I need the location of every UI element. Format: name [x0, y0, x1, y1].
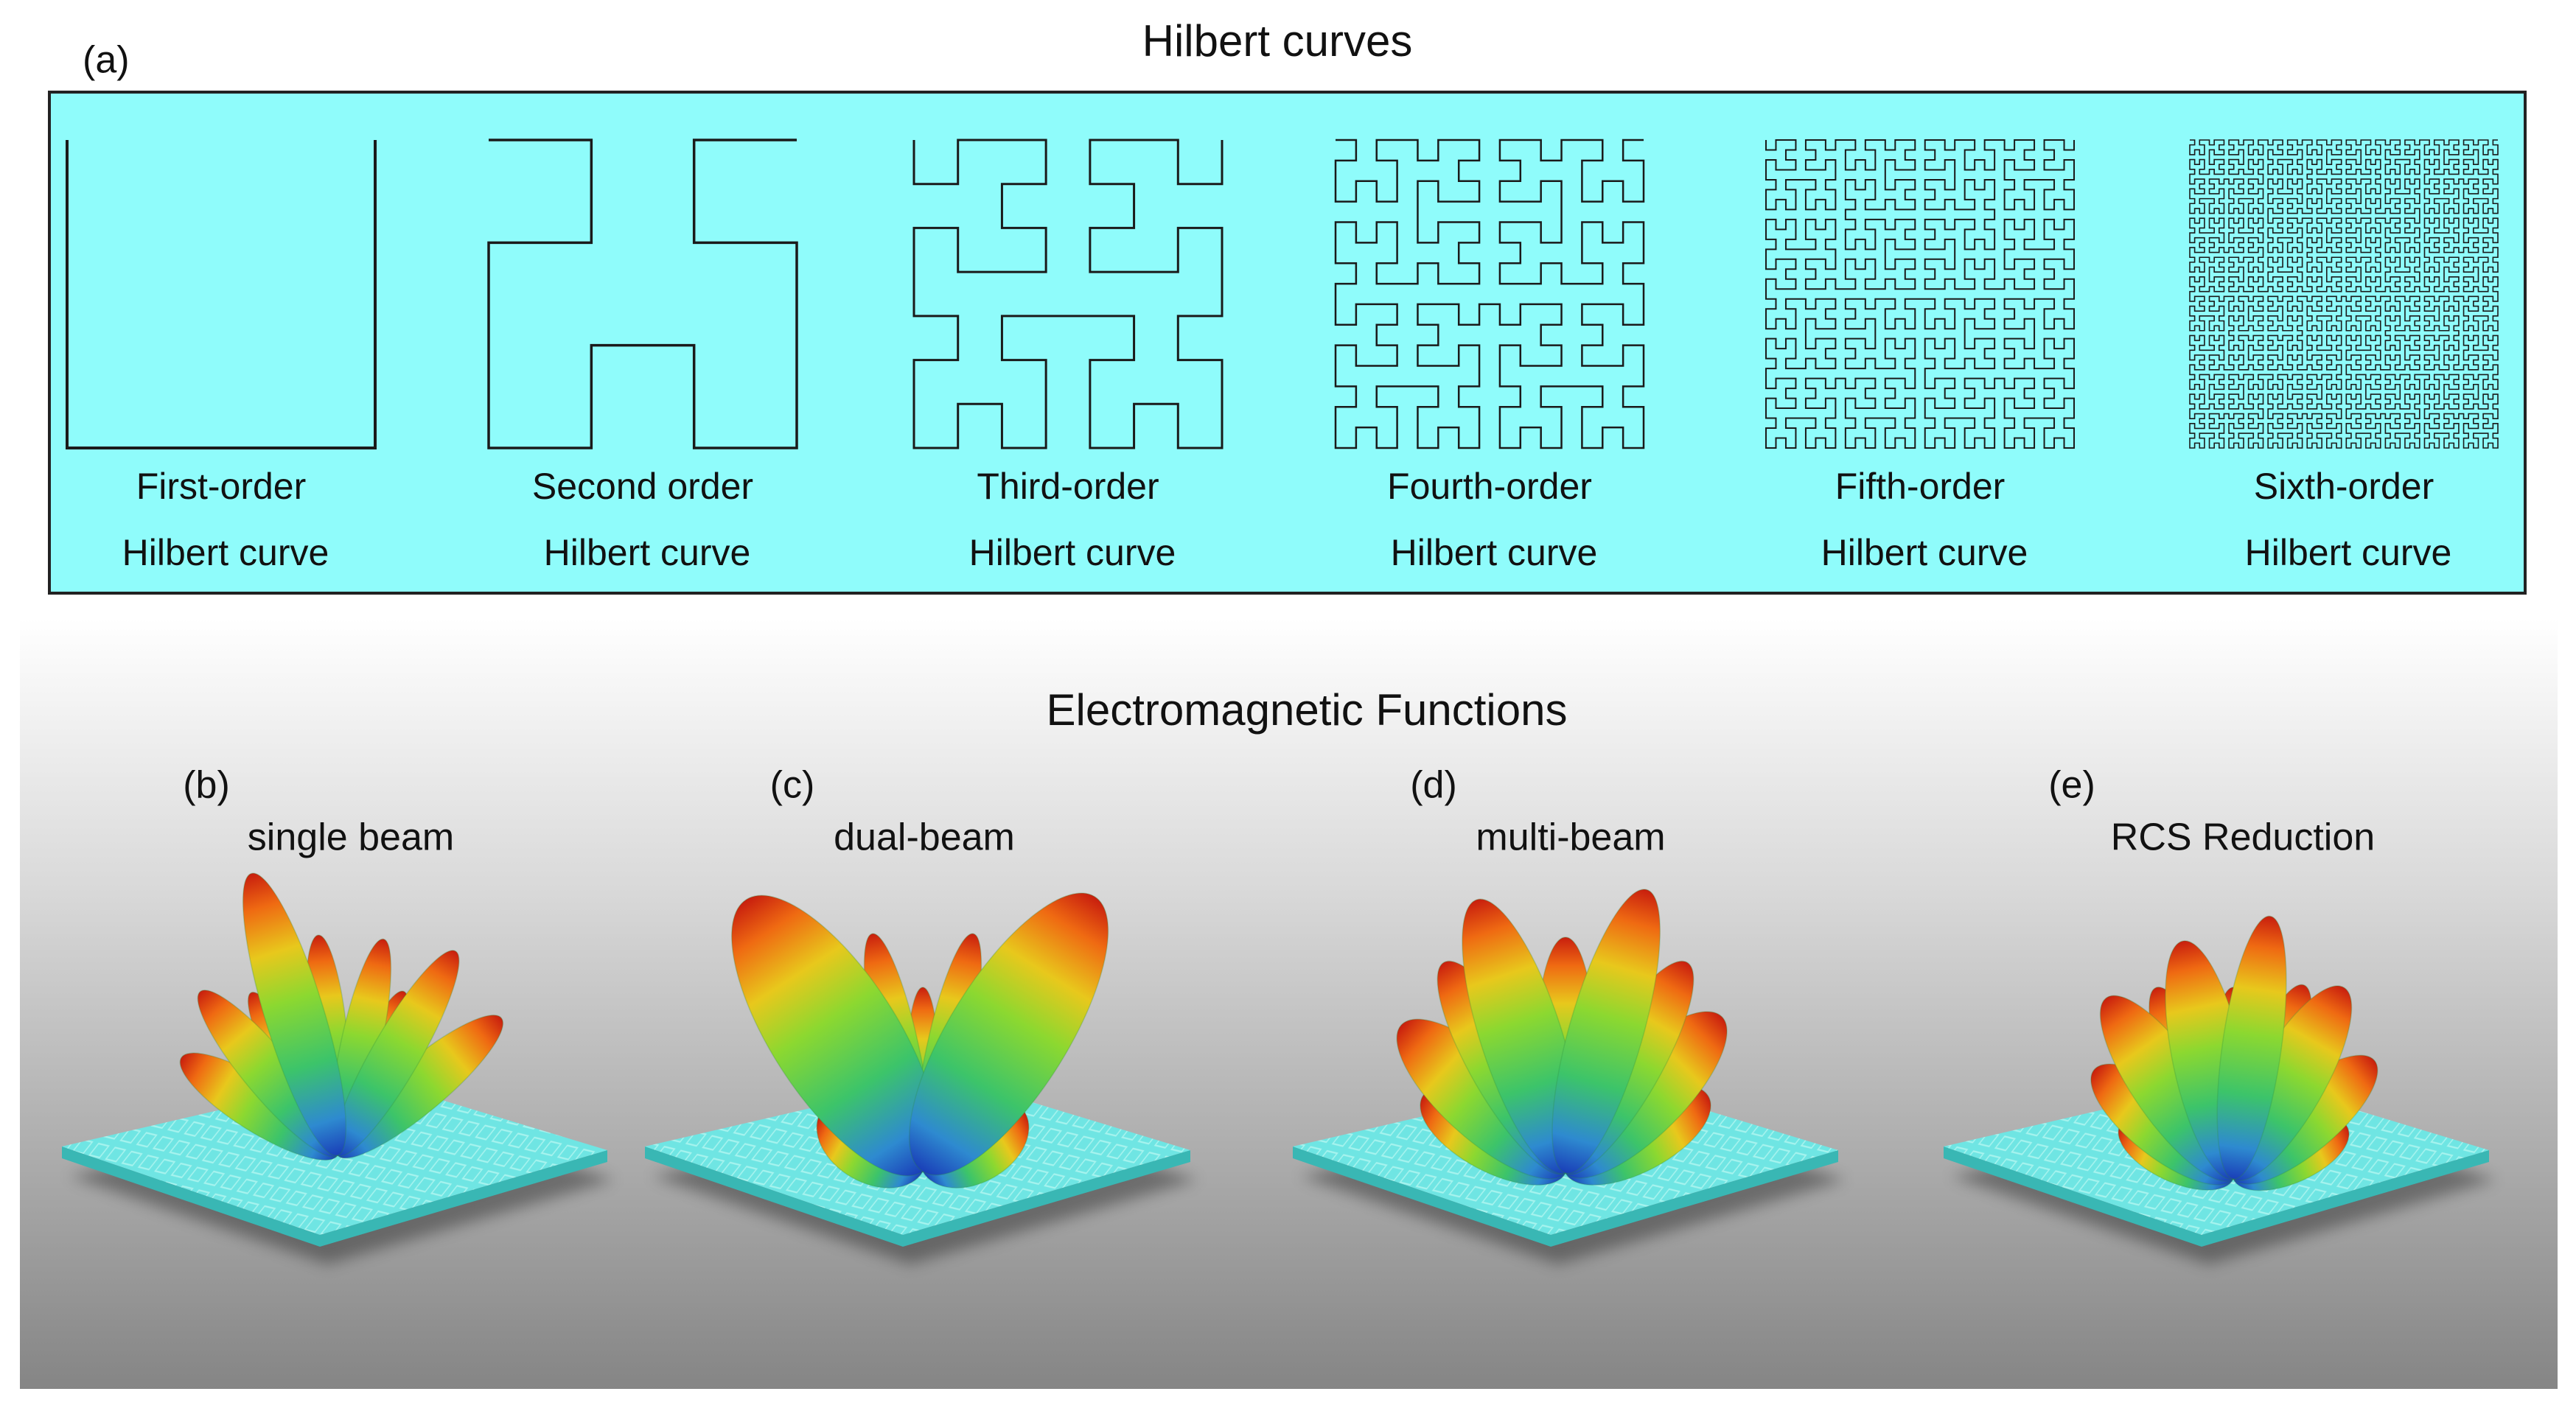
- curve-label: Hilbert curve: [122, 532, 329, 573]
- section-title: Electromagnetic Functions: [1047, 685, 1568, 735]
- hilbert-curve: [66, 140, 377, 449]
- curves-box: [48, 91, 2527, 595]
- hilbert-curve: [912, 139, 1224, 449]
- radiation-pattern: [645, 892, 1198, 1264]
- panel-caption: RCS Reduction: [2111, 816, 2375, 859]
- curve-label: Fourth-order: [1387, 466, 1592, 507]
- curve-label: Hilbert curve: [1391, 532, 1598, 573]
- hilbert-curves: First-order Hilbert curve Second order Hilb…: [66, 139, 2499, 573]
- panel-label: (a): [83, 39, 130, 82]
- panel-caption: single beam: [248, 816, 454, 859]
- lobe: [1551, 889, 1661, 1174]
- hilbert-curve: [2189, 139, 2499, 449]
- curve-label: Hilbert curve: [2245, 532, 2452, 573]
- hilbert-curve: [1334, 139, 1645, 449]
- panel-label: (c): [770, 764, 815, 807]
- lobe: [2216, 915, 2287, 1180]
- em-panels: (b) single beam (c) dual-beam (d) multi-beam (…: [62, 764, 2496, 1264]
- curve-label: Sixth-order: [2254, 466, 2434, 507]
- lobe: [908, 892, 1109, 1176]
- radiation-pattern: [1293, 889, 1846, 1264]
- curve-label: Fifth-order: [1835, 466, 2006, 507]
- curve-label: Third-order: [977, 466, 1159, 507]
- radiation-pattern: [62, 872, 615, 1264]
- lobe: [242, 872, 347, 1157]
- section-title: Hilbert curves: [1142, 16, 1413, 66]
- curve-label: Hilbert curve: [969, 532, 1176, 573]
- curve-label: Second order: [532, 466, 753, 507]
- curve-label: First-order: [136, 466, 307, 507]
- curve-label: Hilbert curve: [1821, 532, 2028, 573]
- panel-label: (d): [1410, 764, 1457, 807]
- panel-label: (b): [183, 764, 230, 807]
- panel-caption: dual-beam: [834, 816, 1015, 859]
- radiation-pattern: [1944, 915, 2496, 1264]
- hilbert-curve: [1765, 139, 2075, 449]
- curve-label: Hilbert curve: [544, 532, 751, 573]
- hilbert-curve: [487, 139, 798, 449]
- panel-caption: multi-beam: [1476, 816, 1665, 859]
- panel-label: (e): [2048, 764, 2095, 807]
